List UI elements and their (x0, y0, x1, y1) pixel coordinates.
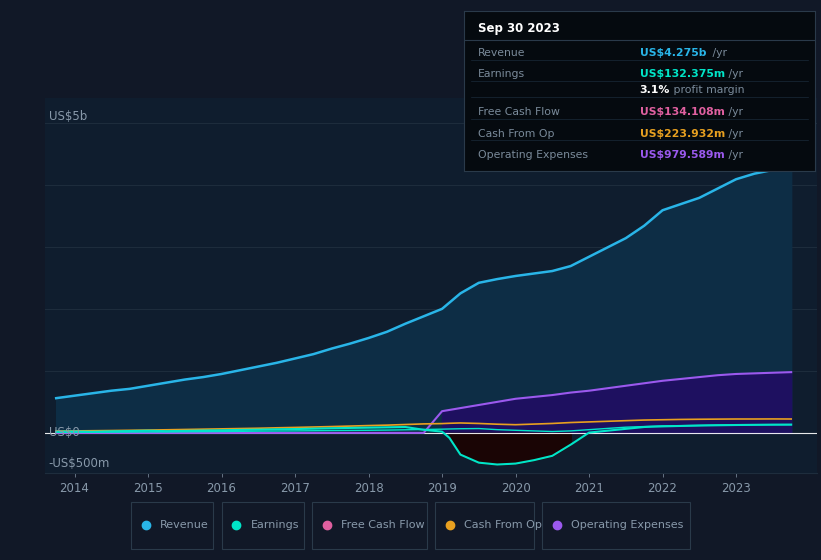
Text: Operating Expenses: Operating Expenses (478, 150, 588, 160)
Text: -US$500m: -US$500m (48, 458, 110, 470)
Text: /yr: /yr (725, 128, 743, 138)
Text: Free Cash Flow: Free Cash Flow (341, 520, 424, 530)
Text: US$223.932m: US$223.932m (640, 128, 725, 138)
Text: profit margin: profit margin (671, 86, 745, 95)
Text: Cash From Op: Cash From Op (464, 520, 542, 530)
Text: /yr: /yr (725, 150, 743, 160)
Text: US$4.275b: US$4.275b (640, 48, 706, 58)
Text: /yr: /yr (725, 69, 743, 80)
Text: 3.1%: 3.1% (640, 86, 670, 95)
Text: US$979.589m: US$979.589m (640, 150, 724, 160)
Text: US$0: US$0 (48, 426, 80, 440)
Text: Revenue: Revenue (160, 520, 209, 530)
Text: Cash From Op: Cash From Op (478, 128, 554, 138)
Text: Operating Expenses: Operating Expenses (571, 520, 683, 530)
Text: Earnings: Earnings (478, 69, 525, 80)
Text: /yr: /yr (725, 107, 743, 117)
Text: US$132.375m: US$132.375m (640, 69, 725, 80)
Text: US$5b: US$5b (48, 110, 87, 123)
Text: Free Cash Flow: Free Cash Flow (478, 107, 560, 117)
Text: US$134.108m: US$134.108m (640, 107, 724, 117)
Text: Sep 30 2023: Sep 30 2023 (478, 22, 560, 35)
Text: Earnings: Earnings (250, 520, 299, 530)
Text: Revenue: Revenue (478, 48, 525, 58)
Text: /yr: /yr (709, 48, 727, 58)
